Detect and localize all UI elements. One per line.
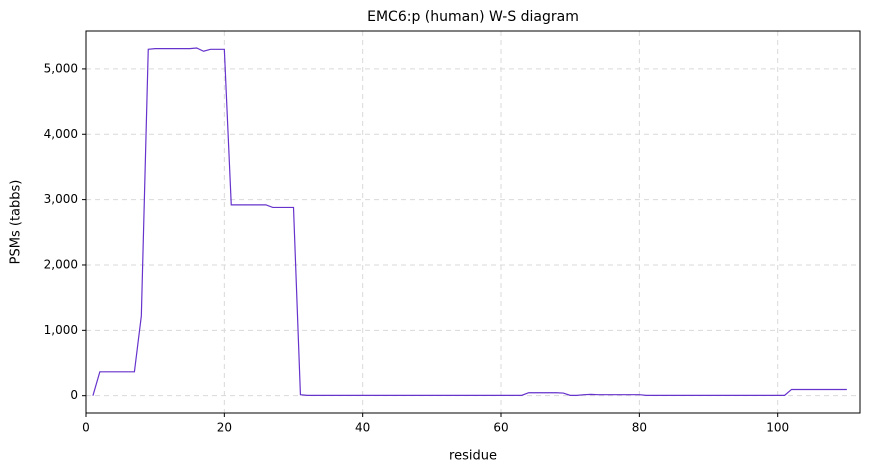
y-tick-label: 4,000 xyxy=(44,127,78,141)
chart-title: EMC6:p (human) W-S diagram xyxy=(367,9,579,25)
x-tick-label: 40 xyxy=(355,421,370,435)
y-tick-label: 1,000 xyxy=(44,323,78,337)
x-tick-label: 100 xyxy=(766,421,789,435)
line-series xyxy=(92,47,847,396)
x-tick-label: 20 xyxy=(217,421,232,435)
x-tick-label: 60 xyxy=(493,421,508,435)
y-axis-label: PSMs (tabbs) xyxy=(9,180,24,265)
y-tick-label: 0 xyxy=(70,388,78,402)
plot-frame xyxy=(85,30,861,414)
x-tick-label: 0 xyxy=(82,421,90,435)
y-tick-label: 3,000 xyxy=(44,192,78,206)
y-tick-label: 5,000 xyxy=(44,61,78,75)
x-tick-label: 80 xyxy=(632,421,647,435)
x-axis-label: residue xyxy=(449,449,497,464)
y-tick-label: 2,000 xyxy=(44,257,78,271)
